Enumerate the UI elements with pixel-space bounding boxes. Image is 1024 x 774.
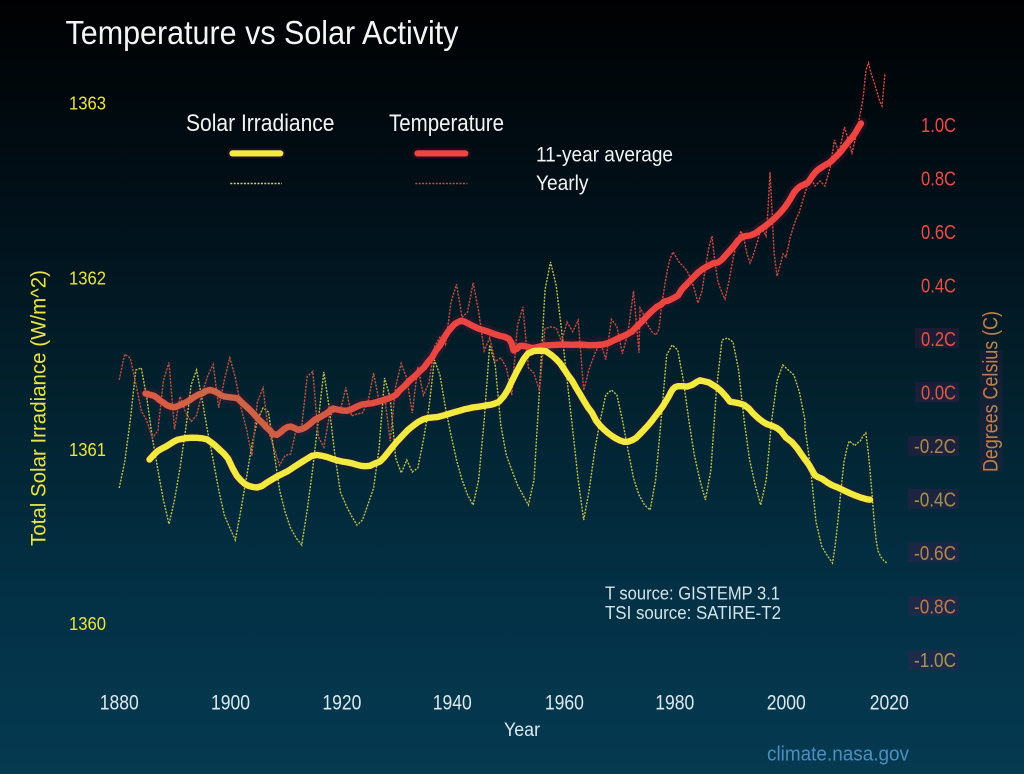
svg-text:1360: 1360 [69,613,106,634]
svg-text:1900: 1900 [211,692,250,715]
svg-text:-0.2C: -0.2C [914,436,956,458]
svg-text:1.0C: 1.0C [921,115,956,137]
svg-text:1960: 1960 [545,692,584,715]
svg-text:1920: 1920 [322,692,361,715]
svg-text:-0.6C: -0.6C [914,543,956,565]
svg-text:2020: 2020 [870,692,909,715]
svg-text:2000: 2000 [767,692,806,715]
svg-text:Degrees Celsius (C): Degrees Celsius (C) [980,311,1003,472]
svg-text:0.4C: 0.4C [921,275,956,297]
svg-text:0.0C: 0.0C [921,382,956,404]
svg-text:11-year average: 11-year average [536,143,673,167]
svg-text:1980: 1980 [655,692,694,715]
svg-text:Solar Irradiance: Solar Irradiance [186,110,335,137]
svg-text:climate.nasa.gov: climate.nasa.gov [767,744,909,766]
svg-text:0.8C: 0.8C [921,168,956,190]
svg-text:0.2C: 0.2C [921,329,956,351]
svg-text:-0.4C: -0.4C [914,489,956,511]
svg-text:1361: 1361 [69,439,106,460]
svg-text:T source: GISTEMP 3.1: T source: GISTEMP 3.1 [605,584,780,604]
svg-text:Yearly: Yearly [536,171,589,195]
svg-text:Total Solar Irradiance (W/m^2): Total Solar Irradiance (W/m^2) [28,270,51,546]
svg-text:1363: 1363 [69,92,106,113]
svg-text:Year: Year [504,720,541,741]
svg-text:-0.8C: -0.8C [914,596,956,618]
svg-text:1880: 1880 [100,692,139,715]
svg-text:Temperature: Temperature [389,110,504,137]
svg-text:TSI source: SATIRE-T2: TSI source: SATIRE-T2 [605,603,781,623]
svg-text:-1.0C: -1.0C [914,650,956,672]
svg-text:0.6C: 0.6C [921,222,956,244]
svg-text:Temperature vs Solar Activity: Temperature vs Solar Activity [66,15,459,52]
svg-text:1940: 1940 [433,692,472,715]
svg-text:1362: 1362 [69,268,106,289]
